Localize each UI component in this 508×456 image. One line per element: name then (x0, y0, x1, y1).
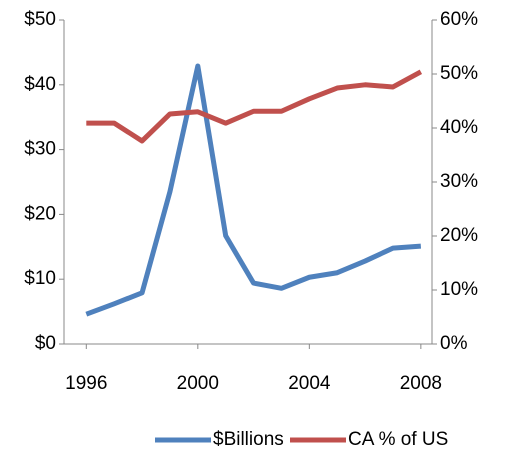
legend-label: CA % of US (348, 429, 448, 450)
y2-tick-label: 40% (440, 117, 478, 138)
y-tick-label: $50 (24, 9, 56, 30)
y-tick-label: $30 (24, 139, 56, 160)
y2-tick-label: 10% (440, 279, 478, 300)
series-line (86, 69, 423, 144)
y-tick-label: $40 (24, 74, 56, 95)
y2-tick-label: 30% (440, 171, 478, 192)
y-tick-label: $20 (24, 203, 56, 224)
y-tick-label: $0 (35, 333, 56, 354)
series-line (85, 63, 422, 317)
y2-tick-label: 50% (440, 63, 478, 84)
x-tick-label: 2004 (288, 373, 331, 394)
x-tick-label: 2000 (177, 373, 219, 394)
y2-tick-label: 0% (440, 333, 468, 354)
x-tick-label: 2008 (400, 373, 442, 394)
y-tick-label: $10 (24, 268, 56, 289)
legend-label: $Billions (213, 429, 284, 450)
y2-tick-label: 20% (440, 225, 478, 246)
x-tick-label: 1996 (65, 373, 107, 394)
y2-tick-label: 60% (440, 9, 478, 30)
